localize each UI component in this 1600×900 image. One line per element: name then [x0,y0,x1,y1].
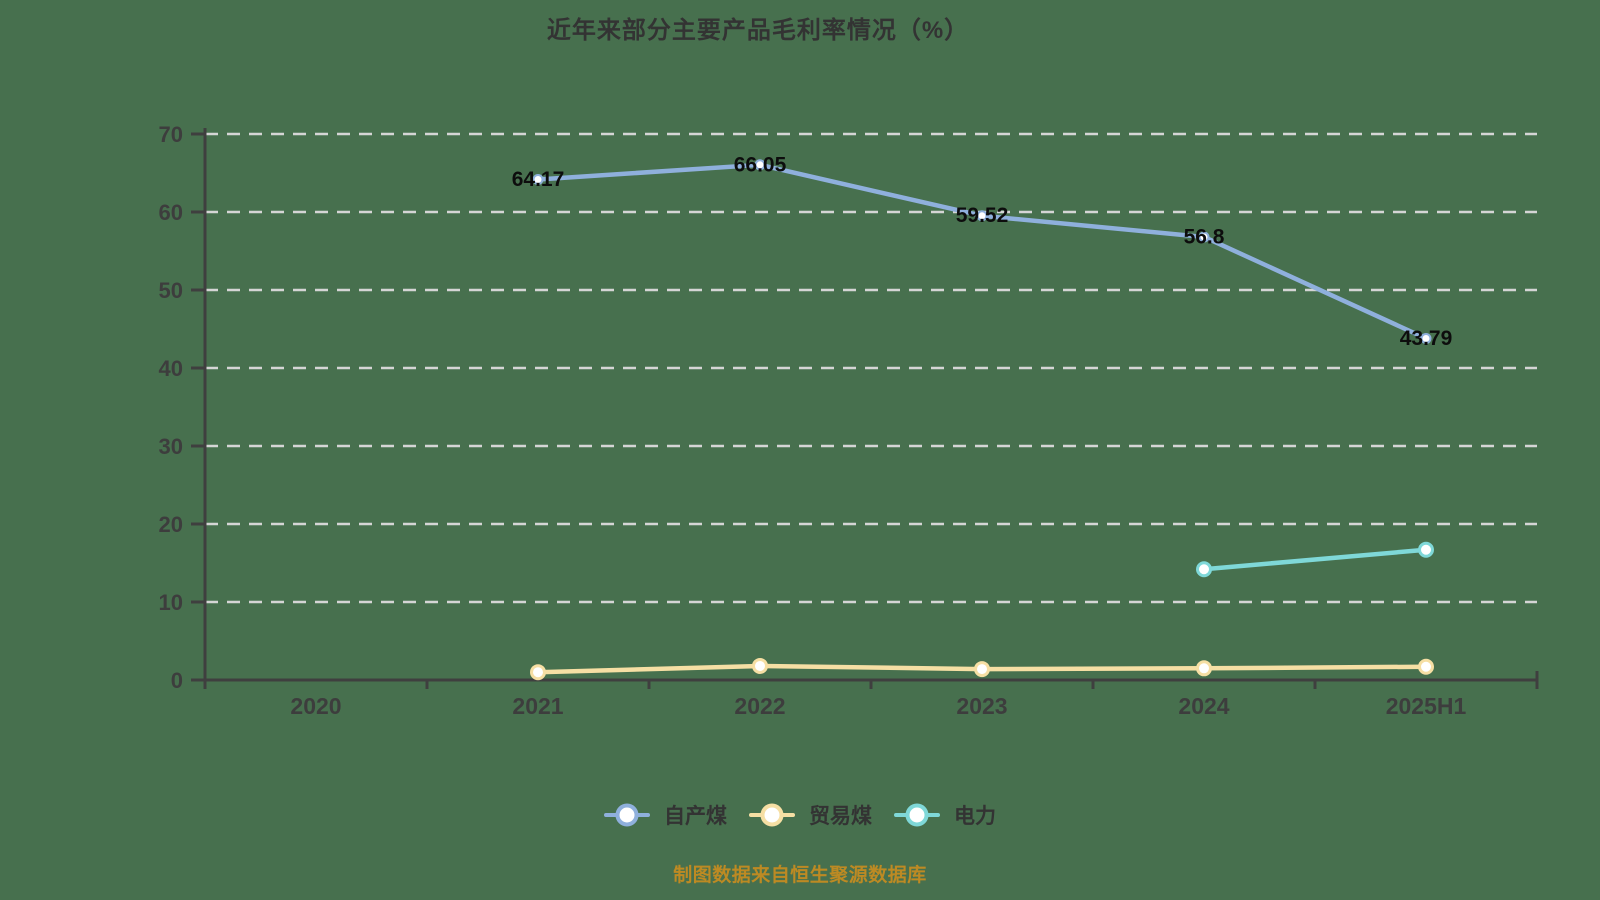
data-point[interactable] [1196,561,1212,578]
x-tick-label: 2025H1 [1386,693,1467,719]
data-label: 59.52 [956,204,1009,227]
line-marker-icon [894,803,940,827]
legend-item-trade-coal[interactable]: 贸易煤 [749,800,872,830]
data-point[interactable] [754,159,766,171]
y-tick-label: 10 [159,590,183,615]
data-point[interactable] [1198,231,1210,243]
data-source-note: 制图数据来自恒生聚源数据库 [673,865,927,886]
y-tick-label: 30 [159,434,183,459]
y-tick-label: 0 [171,668,183,693]
legend-item-electricity[interactable]: 电力 [894,800,996,830]
chart-title: 近年来部分主要产品毛利率情况（%） [546,17,970,44]
data-point[interactable] [974,661,990,678]
x-tick-label: 2024 [1178,693,1229,719]
data-label: 66.05 [734,153,787,176]
data-point[interactable] [976,210,988,222]
series-line-电力 [1201,547,1429,572]
data-label: 56.8 [1184,225,1225,248]
data-point[interactable] [752,657,768,674]
legend-label-trade-coal: 贸易煤 [809,805,872,828]
y-tick-label: 50 [159,278,183,303]
data-label: 64.17 [512,168,565,191]
line-marker-icon [749,803,795,827]
y-tick-label: 60 [159,200,183,225]
data-point[interactable] [1420,332,1432,344]
y-tick-label: 20 [159,512,183,537]
series-line-自产煤 [535,162,1429,341]
y-tick-label: 40 [159,356,183,381]
x-tick-label: 2023 [956,693,1007,719]
x-tick-label: 2021 [512,693,563,719]
legend-label-self-produced-coal: 自产煤 [664,805,727,828]
legend: 自产煤 贸易煤 电力 [0,800,1600,830]
data-point[interactable] [1196,660,1212,677]
legend-item-self-produced-coal[interactable]: 自产煤 [604,800,727,830]
y-tick-label: 70 [159,122,183,147]
line-marker-icon [604,803,650,827]
x-tick-label: 2020 [290,693,341,719]
data-point[interactable] [1418,658,1434,675]
legend-label-electricity: 电力 [954,805,996,828]
data-point[interactable] [1418,541,1434,558]
data-point[interactable] [530,664,546,681]
x-tick-label: 2022 [734,693,785,719]
data-point[interactable] [532,173,544,185]
data-label: 43.79 [1400,327,1453,350]
